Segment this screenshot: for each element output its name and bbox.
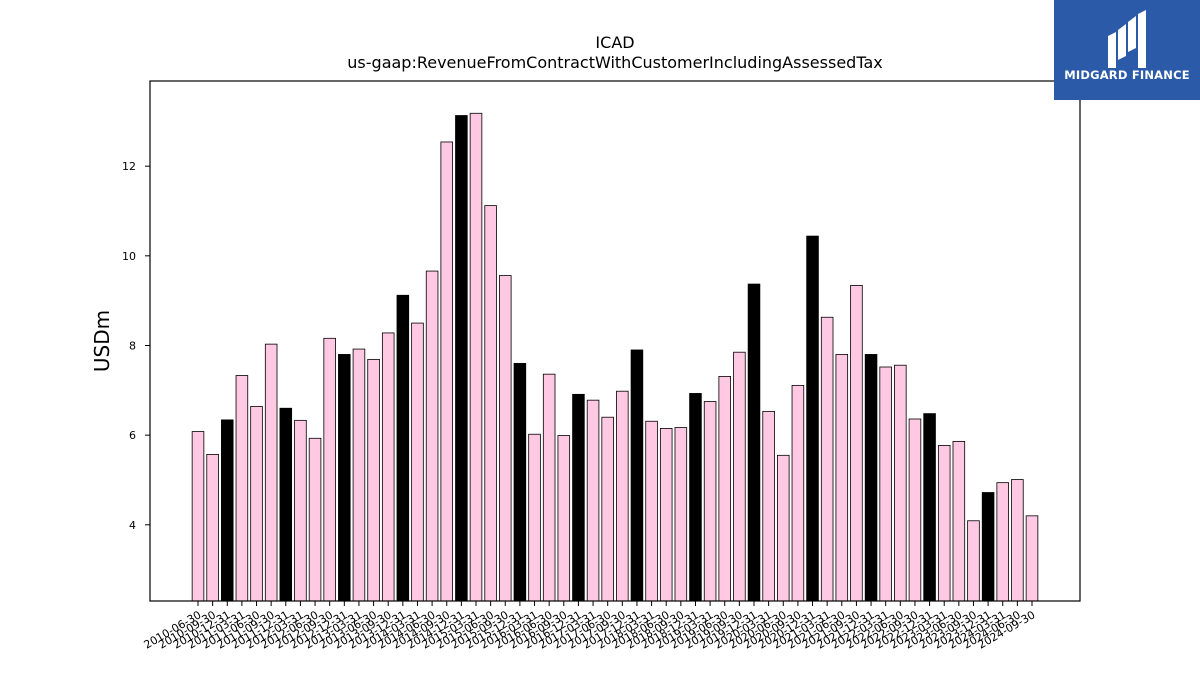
bar-2017-12-31 <box>630 349 644 602</box>
bar-2014-12-31 <box>455 115 468 602</box>
plot-frame <box>149 80 1081 602</box>
bar-2021-12-31 <box>864 354 878 602</box>
bar-2022-12-31 <box>923 413 936 602</box>
bar-2016-09-30 <box>557 435 571 602</box>
bar-2013-03-31 <box>352 348 366 602</box>
bar-2024-09-30 <box>1025 515 1039 602</box>
bar-2010-09-30 <box>206 454 219 602</box>
bar-2020-09-30 <box>791 384 805 602</box>
bar-2022-03-31 <box>879 366 892 602</box>
y-axis-label: USDm <box>90 310 114 372</box>
chart-subtitle: us-gaap:RevenueFromContractWithCustomerI… <box>347 53 882 72</box>
bar-2022-09-30 <box>908 418 922 602</box>
bar-2018-03-31 <box>645 420 658 602</box>
bar-2019-06-30 <box>718 376 731 602</box>
bar-2023-12-31 <box>981 492 995 602</box>
bar-2012-03-31 <box>294 419 307 602</box>
bar-2019-03-31 <box>703 401 717 602</box>
bar-2015-03-31 <box>469 112 483 602</box>
bar-2010-06-30 <box>191 431 205 602</box>
bar-2011-09-30 <box>264 343 278 602</box>
logo-text: MIDGARD FINANCE <box>1064 68 1190 82</box>
bar-2021-09-30 <box>850 285 863 602</box>
bar-2024-06-30 <box>1011 479 1024 602</box>
x-ticks-group: 2010-06-302010-09-302010-12-312011-03-31… <box>142 601 1038 652</box>
bar-2018-09-30 <box>674 427 688 602</box>
bar-2017-06-30 <box>601 416 614 602</box>
bar-2018-12-31 <box>689 393 702 602</box>
bar-2015-09-30 <box>499 275 512 602</box>
bar-2015-06-30 <box>484 205 497 602</box>
midgard-logo: MIDGARD FINANCE <box>1054 0 1200 100</box>
bar-2012-06-30 <box>308 437 322 602</box>
bars-group <box>191 112 1039 602</box>
bar-2023-03-31 <box>937 445 951 602</box>
bar-2019-09-30 <box>733 351 746 602</box>
chart-title: ICAD <box>595 33 634 52</box>
bar-2019-12-31 <box>747 283 761 602</box>
bar-2014-03-31 <box>411 322 424 602</box>
y-ticks-group: 4 6 8 10 12 <box>122 160 150 532</box>
bar-2017-03-31 <box>586 399 600 602</box>
y-tick-label: 4 <box>129 519 136 532</box>
bar-2018-06-30 <box>659 428 673 602</box>
y-tick-label: 6 <box>129 429 136 442</box>
y-tick-label: 12 <box>122 160 136 173</box>
bar-2021-03-31 <box>820 316 834 602</box>
bar-2013-06-30 <box>367 358 380 602</box>
bar-2013-09-30 <box>381 332 395 602</box>
bar-2016-06-30 <box>542 373 556 602</box>
bar-2014-09-30 <box>440 141 453 602</box>
y-tick-label: 8 <box>129 339 136 352</box>
bar-2016-03-31 <box>528 433 541 602</box>
bar-2020-06-30 <box>777 454 790 602</box>
bar-2012-09-30 <box>323 337 336 602</box>
bar-2023-06-30 <box>952 441 966 602</box>
bar-2015-12-31 <box>513 363 527 602</box>
bar-2023-09-30 <box>967 520 980 602</box>
bar-2020-03-31 <box>762 410 775 602</box>
bar-2017-09-30 <box>616 390 629 602</box>
bar-2011-06-30 <box>250 406 263 602</box>
bar-2011-03-31 <box>235 375 249 602</box>
bar-2016-12-31 <box>572 393 585 602</box>
bar-2011-12-31 <box>279 407 293 602</box>
bar-2022-06-30 <box>894 364 907 602</box>
bar-2010-12-31 <box>221 419 234 602</box>
bar-2024-03-31 <box>996 482 1009 602</box>
bar-2020-12-31 <box>806 235 819 602</box>
y-tick-label: 10 <box>122 250 136 263</box>
bar-2021-06-30 <box>835 354 849 602</box>
midgard-logo-icon <box>1108 10 1146 68</box>
bar-2012-12-31 <box>338 354 351 602</box>
bar-2014-06-30 <box>425 270 439 602</box>
bar-2013-12-31 <box>396 294 410 602</box>
